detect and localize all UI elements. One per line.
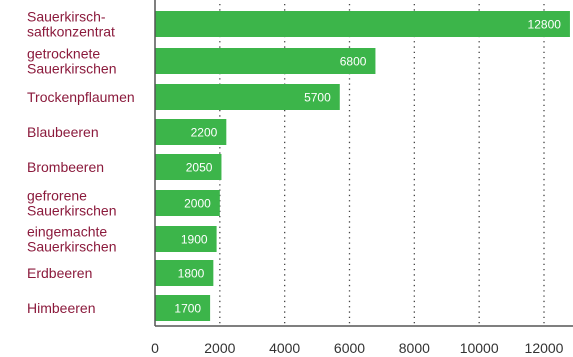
category-label-line: Blaubeeren bbox=[27, 124, 99, 140]
data-label-5: 2000 bbox=[184, 197, 211, 211]
bar-0 bbox=[155, 11, 570, 37]
category-label-2: Trockenpflaumen bbox=[27, 89, 135, 105]
x-tick-label-10000: 10000 bbox=[460, 340, 499, 356]
category-label-5: gefrorene Sauerkirschen bbox=[27, 188, 117, 219]
bar-6 bbox=[155, 226, 217, 252]
x-tick-label-0: 0 bbox=[151, 340, 159, 356]
data-label-7: 1800 bbox=[178, 267, 205, 281]
data-label-3: 2200 bbox=[191, 126, 218, 140]
category-label-line: saftkonzentrat bbox=[27, 24, 115, 40]
axes bbox=[154, 0, 573, 327]
category-label-7: Erdbeeren bbox=[27, 265, 92, 281]
category-label-line: Sauerkirsch- bbox=[27, 9, 106, 25]
category-label-line: Sauerkirschen bbox=[27, 203, 117, 219]
bar-3 bbox=[155, 119, 227, 145]
x-tick-label-12000: 12000 bbox=[525, 340, 564, 356]
category-label-8: Himbeeren bbox=[27, 300, 95, 316]
category-label-line: Sauerkirschen bbox=[27, 239, 117, 255]
category-label-line: Erdbeeren bbox=[27, 265, 92, 281]
bar-5 bbox=[155, 190, 220, 216]
category-label-line: Sauerkirschen bbox=[27, 61, 117, 77]
labels: 12800 6800 5700 2200 2050 2000 1900 1800 1700 0 20… bbox=[27, 9, 564, 357]
bar-8 bbox=[155, 295, 211, 321]
category-label-line: Trockenpflaumen bbox=[27, 89, 135, 105]
category-label-line: Brombeeren bbox=[27, 159, 104, 175]
category-label-4: Brombeeren bbox=[27, 159, 104, 175]
data-label-4: 2050 bbox=[186, 161, 213, 175]
category-label-line: gefrorene bbox=[27, 188, 87, 204]
data-label-1: 6800 bbox=[340, 55, 367, 69]
bar-4 bbox=[155, 154, 222, 180]
bar-7 bbox=[155, 260, 214, 286]
bar-2 bbox=[155, 84, 340, 110]
data-label-2: 5700 bbox=[304, 91, 331, 105]
category-label-1: getrocknete Sauerkirschen bbox=[27, 46, 117, 77]
category-label-3: Blaubeeren bbox=[27, 124, 99, 140]
bar-1 bbox=[155, 48, 376, 74]
x-tick-label-4000: 4000 bbox=[269, 340, 300, 356]
data-label-8: 1700 bbox=[174, 302, 201, 316]
x-tick-label-8000: 8000 bbox=[399, 340, 430, 356]
category-label-line: Himbeeren bbox=[27, 300, 95, 316]
bars bbox=[155, 11, 570, 321]
x-tick-label-6000: 6000 bbox=[334, 340, 365, 356]
category-label-6: eingemachte Sauerkirschen bbox=[27, 224, 117, 255]
x-tick-label-2000: 2000 bbox=[204, 340, 235, 356]
category-label-line: getrocknete bbox=[27, 46, 100, 62]
category-label-0: Sauerkirsch-saftkonzentrat bbox=[27, 9, 115, 40]
category-label-line: eingemachte bbox=[27, 224, 107, 240]
data-label-6: 1900 bbox=[181, 233, 208, 247]
data-label-0: 12800 bbox=[528, 18, 562, 32]
